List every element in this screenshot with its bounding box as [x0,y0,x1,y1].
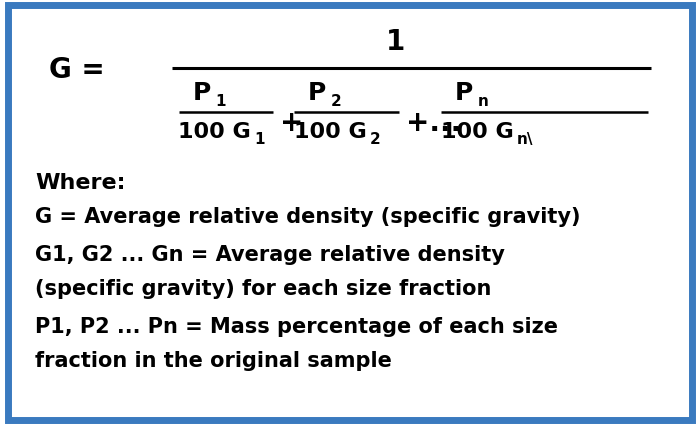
Text: P: P [308,82,326,105]
Text: G1, G2 ... Gn = Average relative density: G1, G2 ... Gn = Average relative density [35,245,505,265]
Text: +: + [280,109,303,137]
Text: 2: 2 [370,132,380,147]
Text: 100 G: 100 G [178,122,251,142]
Text: P: P [455,82,473,105]
Text: P: P [193,82,211,105]
Text: 100 G: 100 G [294,122,367,142]
Text: fraction in the original sample: fraction in the original sample [35,351,392,371]
Text: 1: 1 [216,94,226,109]
Text: Where:: Where: [35,173,125,193]
Text: G = Average relative density (specific gravity): G = Average relative density (specific g… [35,207,580,227]
Text: n: n [478,94,489,109]
Text: 1: 1 [254,132,265,147]
Text: 100 G: 100 G [441,122,514,142]
Text: (specific gravity) for each size fraction: (specific gravity) for each size fractio… [35,279,491,299]
Text: P1, P2 ... Pn = Mass percentage of each size: P1, P2 ... Pn = Mass percentage of each … [35,317,558,337]
Text: n\: n\ [517,132,533,147]
Text: +...: +... [406,109,461,137]
Text: 1: 1 [386,28,405,57]
Text: 2: 2 [331,94,342,109]
Text: G =: G = [49,56,105,84]
